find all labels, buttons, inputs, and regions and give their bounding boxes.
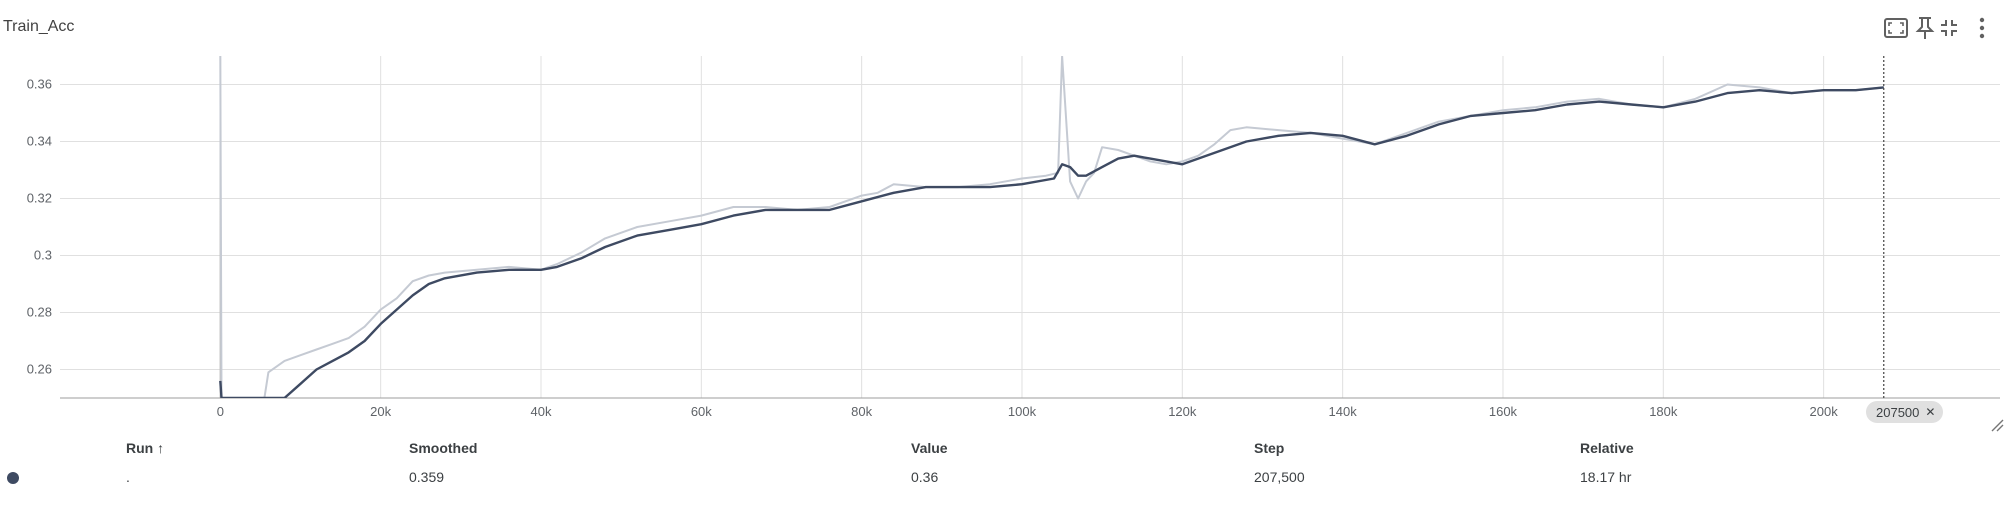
x-tick-label: 100k bbox=[1008, 404, 1037, 419]
axes: 0.26 0.28 0.3 0.32 0.34 0.36 0 20k 40k 60k 80k 100k… bbox=[27, 77, 2000, 419]
collapse-icon[interactable] bbox=[1933, 12, 1965, 44]
x-tick-label: 140k bbox=[1329, 404, 1358, 419]
step-cursor-label: 207500 bbox=[1876, 404, 1920, 420]
raw-value: 0.36 bbox=[911, 469, 939, 485]
x-tick-label: 60k bbox=[691, 404, 712, 419]
column-header-relative[interactable]: Relative bbox=[1580, 440, 1634, 456]
x-tick-label: 200k bbox=[1810, 404, 1839, 419]
series bbox=[219, 56, 1884, 398]
column-header-smoothed[interactable]: Smoothed bbox=[409, 440, 478, 456]
resize-handle-icon[interactable] bbox=[1990, 418, 2004, 432]
fit-domain-icon[interactable] bbox=[1880, 12, 1912, 44]
x-tick-label: 0 bbox=[217, 404, 224, 419]
relative-time: 18.17 hr bbox=[1580, 469, 1632, 485]
column-header-step[interactable]: Step bbox=[1254, 440, 1285, 456]
run-color-dot bbox=[7, 472, 19, 484]
grid bbox=[60, 56, 2000, 398]
column-header-run[interactable]: Run ↑ bbox=[126, 440, 165, 456]
x-tick-label: 80k bbox=[851, 404, 872, 419]
more-vert-icon[interactable] bbox=[1966, 12, 1998, 44]
line-chart[interactable]: 0.26 0.28 0.3 0.32 0.34 0.36 0 20k 40k 60k 80k 100k… bbox=[0, 0, 2008, 430]
pin-icon[interactable] bbox=[1909, 12, 1941, 44]
run-name: . bbox=[126, 469, 130, 485]
smoothed-value: 0.359 bbox=[409, 469, 445, 485]
y-tick-label: 0.28 bbox=[27, 305, 52, 320]
x-tick-label: 120k bbox=[1168, 404, 1197, 419]
y-tick-label: 0.26 bbox=[27, 362, 52, 377]
smoothed-line bbox=[219, 86, 1884, 398]
chart-title: Train_Acc bbox=[3, 18, 75, 35]
y-tick-label: 0.36 bbox=[27, 77, 52, 92]
close-icon[interactable]: ✕ bbox=[1925, 405, 1936, 419]
x-tick-label: 20k bbox=[370, 404, 391, 419]
step-cursor-badge[interactable]: 207500 ✕ bbox=[1866, 401, 1944, 423]
y-tick-label: 0.34 bbox=[27, 134, 52, 149]
raw-value-line bbox=[219, 56, 1884, 398]
x-tick-label: 180k bbox=[1649, 404, 1678, 419]
x-tick-label: 160k bbox=[1489, 404, 1518, 419]
step-value: 207,500 bbox=[1254, 469, 1305, 485]
column-header-value[interactable]: Value bbox=[911, 440, 948, 456]
y-tick-label: 0.3 bbox=[34, 248, 52, 263]
y-tick-label: 0.32 bbox=[27, 191, 52, 206]
x-tick-label: 40k bbox=[531, 404, 552, 419]
